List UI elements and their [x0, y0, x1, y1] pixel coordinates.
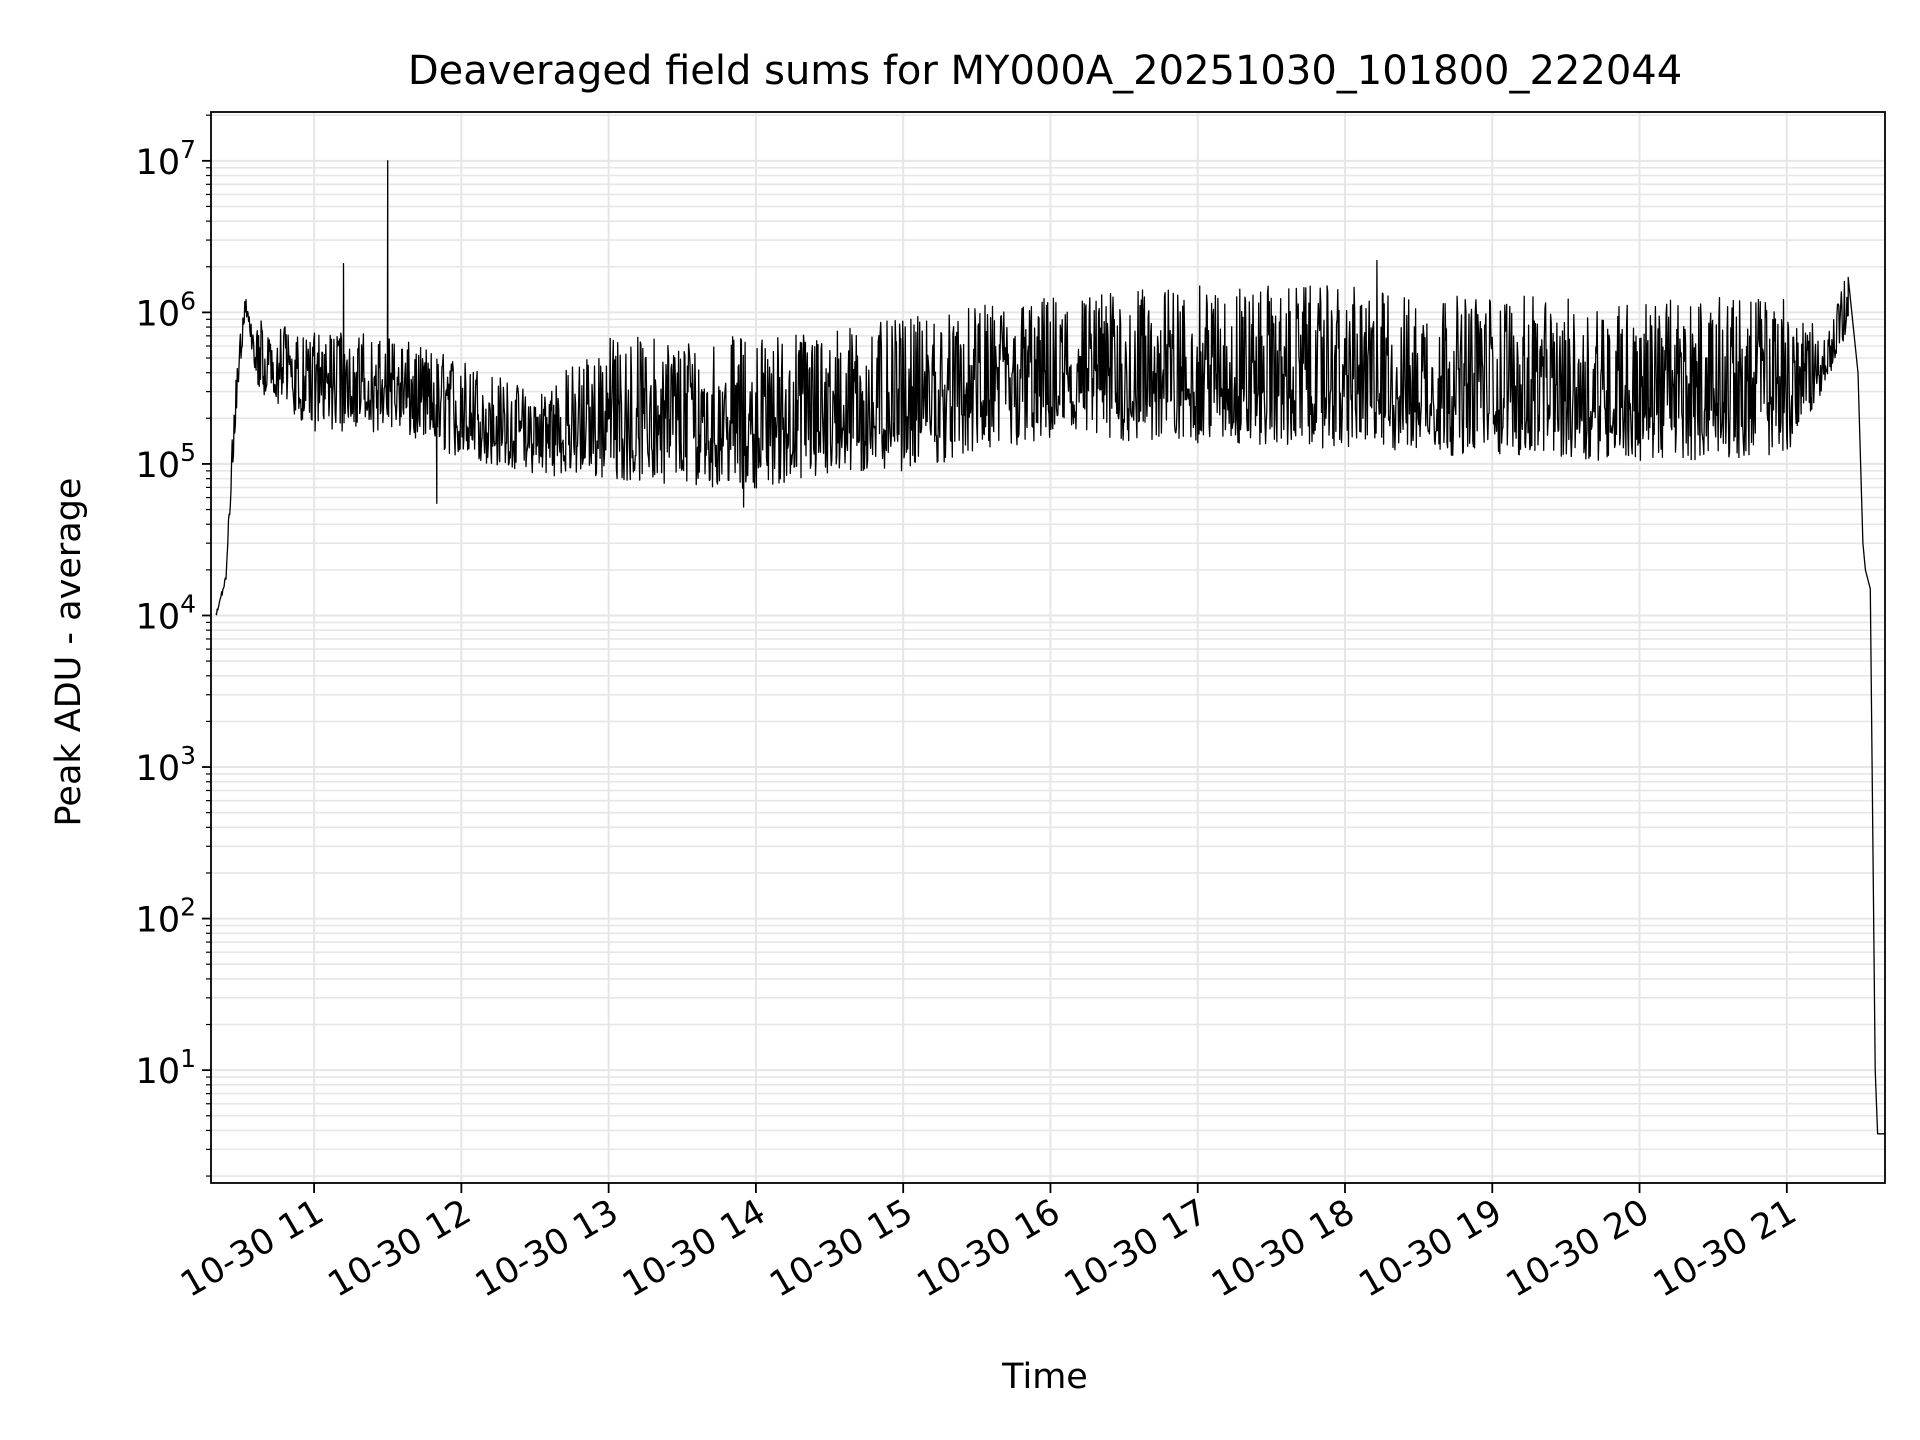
- series-line: [215, 160, 1885, 1135]
- y-tick-exponent: 6: [180, 286, 196, 315]
- chart-title: Deaveraged field sums for MY000A_2025103…: [408, 48, 1682, 94]
- y-tick-label: 106: [136, 286, 196, 334]
- y-tick-base: 10: [136, 294, 181, 334]
- plot-area: [215, 160, 1885, 1135]
- y-tick-base: 10: [136, 1052, 181, 1092]
- y-tick-exponent: 1: [180, 1044, 196, 1073]
- y-tick-base: 10: [136, 597, 181, 637]
- y-axis-label: Peak ADU - average: [49, 478, 89, 827]
- y-tick-base: 10: [136, 901, 181, 941]
- grid: [211, 112, 1885, 1183]
- y-tick-label: 102: [136, 893, 196, 941]
- axes-frame: [210, 111, 1886, 1184]
- y-tick-base: 10: [136, 446, 181, 486]
- y-tick-base: 10: [136, 749, 181, 789]
- y-tick-exponent: 2: [180, 893, 196, 922]
- y-tick-label: 103: [136, 741, 196, 789]
- y-tick-label: 101: [136, 1044, 196, 1092]
- y-tick-label: 104: [136, 589, 196, 637]
- x-axis-label: Time: [1001, 1357, 1088, 1397]
- y-tick-label: 107: [136, 135, 196, 183]
- y-tick-exponent: 4: [180, 589, 196, 618]
- y-tick-exponent: 7: [180, 135, 196, 164]
- y-tick-base: 10: [136, 143, 181, 183]
- y-tick-label: 105: [136, 438, 196, 486]
- y-tick-exponent: 3: [180, 741, 196, 770]
- y-tick-exponent: 5: [180, 438, 196, 467]
